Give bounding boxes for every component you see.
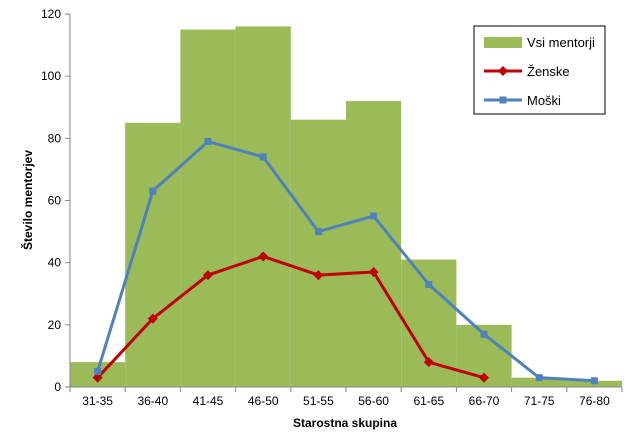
x-tick-label: 56-60: [358, 394, 389, 408]
legend-label--enske: Ženske: [527, 64, 570, 79]
legend: Vsi mentorji Ženske Moški: [473, 25, 606, 115]
point--enske: [92, 372, 103, 383]
x-tick-label: 61-65: [413, 394, 444, 408]
x-tick-label: 76-80: [579, 394, 610, 408]
point-mo-ki: [94, 367, 102, 375]
bar-51-55: [290, 119, 346, 387]
y-tick-label: 40: [48, 256, 62, 270]
y-axis-title: Število mentorjev: [20, 150, 35, 250]
legend-label-vsi-mentorji: Vsi mentorji: [527, 35, 595, 50]
x-tick-label: 31-35: [82, 394, 113, 408]
legend-marker--enske: [498, 66, 508, 76]
point--enske: [479, 372, 489, 383]
axes: 0 20 40 60 80 100 120 31-35 36-40 41-45 46-50 51-55…: [41, 7, 623, 408]
point-mo-ki: [480, 330, 488, 338]
point--enske: [423, 357, 434, 368]
plot-area: [70, 26, 622, 388]
legend-marker-mo-ki: [499, 96, 507, 104]
x-tick-label: 71-75: [524, 394, 555, 408]
series-line--enske: [96, 254, 485, 380]
point--enske: [258, 251, 269, 262]
y-tick-label: 60: [48, 194, 62, 208]
y-tick-label: 100: [41, 69, 61, 83]
x-tick-label: 51-55: [303, 394, 334, 408]
point-mo-ki: [314, 228, 322, 236]
y-tick-label: 20: [48, 318, 62, 332]
x-axis-title: Starostna skupina: [293, 416, 397, 430]
point-mo-ki: [425, 280, 433, 288]
point--enske: [203, 270, 213, 281]
x-tick-label: 41-45: [193, 394, 224, 408]
y-tick-label: 0: [54, 380, 61, 394]
legend-label-mo-ki: Moški: [527, 93, 561, 108]
x-tick-label: 66-70: [469, 394, 500, 408]
point-mo-ki: [535, 374, 543, 382]
y-tick-label: 80: [48, 131, 62, 145]
point-mo-ki: [370, 212, 378, 220]
x-tick-label: 36-40: [137, 394, 168, 408]
point--enske: [147, 313, 158, 324]
point--enske: [368, 266, 379, 277]
series-line-mo-ki: [96, 139, 595, 383]
bar-46-50: [235, 26, 291, 388]
bar-41-45: [180, 29, 236, 388]
point-mo-ki: [204, 137, 212, 145]
point-mo-ki: [259, 153, 267, 161]
y-tick-label: 120: [41, 7, 61, 21]
point--enske: [313, 270, 324, 281]
point-mo-ki: [149, 187, 157, 195]
point-mo-ki: [590, 377, 598, 385]
bar-71-75: [511, 377, 567, 387]
legend-swatch-vsi-mentorji: [484, 37, 522, 48]
bar-56-60: [346, 101, 402, 388]
x-tick-label: 46-50: [248, 394, 279, 408]
